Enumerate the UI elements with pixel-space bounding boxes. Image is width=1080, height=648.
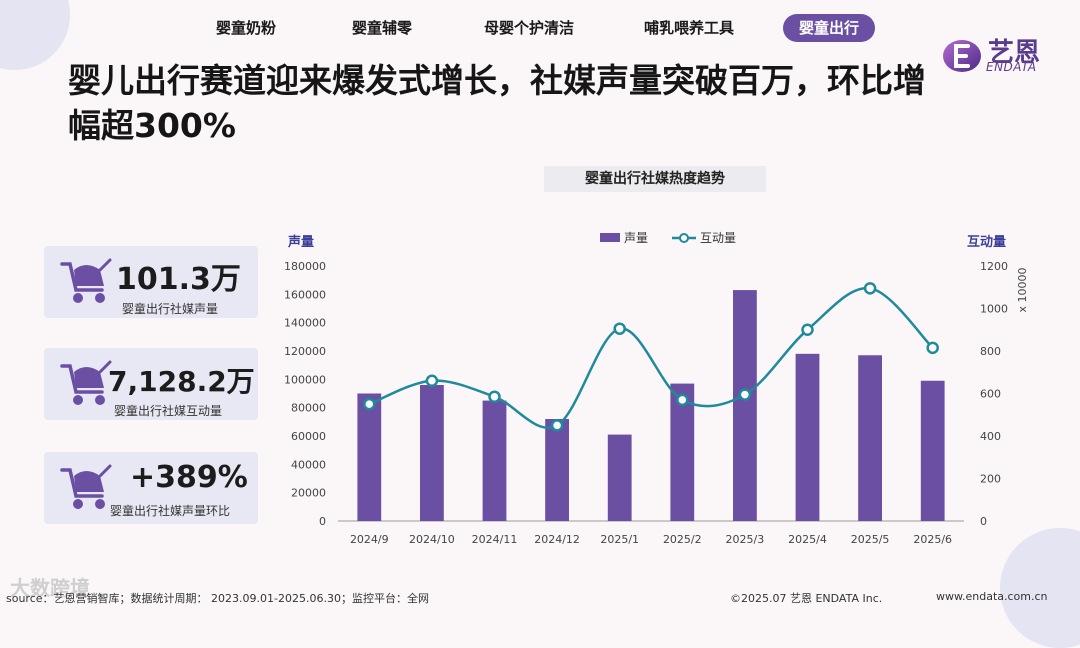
x-tick-label: 2025/3 <box>726 533 765 546</box>
decor-circle-top-left <box>0 0 70 70</box>
watermark: 大数跨境 <box>10 576 90 600</box>
y-tick-right: 400 <box>980 430 1001 443</box>
y-axis-right-title: 互动量 <box>967 235 1006 250</box>
y-tick-left: 120000 <box>284 345 326 358</box>
kpi-label: 婴童出行社媒声量环比 <box>110 504 231 518</box>
stroller-icon <box>60 464 112 509</box>
bar-volume <box>795 353 820 521</box>
y-tick-left: 0 <box>319 515 326 528</box>
y-tick-left: 20000 <box>291 487 326 500</box>
kpi-card-growth: +389% 婴童出行社媒声量环比 <box>44 452 258 524</box>
point-interaction <box>613 322 626 335</box>
y-tick-right: 600 <box>980 388 1001 401</box>
kpi-label: 婴童出行社媒互动量 <box>114 404 223 418</box>
kpi-value: +389% <box>130 460 248 495</box>
bar-volume <box>545 419 569 521</box>
bar-volume <box>733 290 757 521</box>
legend-swatch-interaction-dot <box>679 233 689 243</box>
point-interaction <box>801 323 814 336</box>
x-tick-label: 2024/12 <box>534 533 580 546</box>
tab-infant-snacks[interactable]: 婴童辅零 <box>352 19 413 37</box>
x-tick-label: 2025/5 <box>851 533 890 546</box>
point-interaction <box>738 388 752 401</box>
point-interaction <box>550 419 564 432</box>
bar-volume <box>482 400 507 521</box>
x-tick-label: 2025/4 <box>788 533 827 546</box>
y-tick-left: 180000 <box>284 260 326 273</box>
stroller-icon <box>60 360 112 405</box>
bar-volume <box>920 380 945 521</box>
y-tick-right: 0 <box>980 515 987 528</box>
category-tabs: 婴童奶粉 婴童辅零 母婴个护清洁 哺乳喂养工具 婴童出行 <box>200 14 900 42</box>
y-tick-right: 1200 <box>980 260 1008 273</box>
logo-cn: 艺恩 <box>988 38 1041 68</box>
point-interaction <box>488 390 501 403</box>
page-title: 婴儿出行赛道迎来爆发式增长，社媒声量突破百万，环比增幅超300% <box>68 61 926 145</box>
line-interaction <box>368 287 934 429</box>
endata-logo: 艺恩 ENDATA <box>940 32 1060 76</box>
y-tick-left: 40000 <box>291 458 326 471</box>
logo-en: ENDATA <box>986 60 1037 74</box>
tab-feeding-tools[interactable]: 哺乳喂养工具 <box>644 19 735 37</box>
social-trend-chart: 声量 互动量 x 10000 0 20000 40000 60000 80000 100000 1… <box>284 231 1029 546</box>
y-tick-right: 1000 <box>980 303 1008 316</box>
y-tick-left: 100000 <box>284 373 326 386</box>
x-tick-label: 2025/2 <box>663 533 702 546</box>
point-interaction <box>863 282 877 295</box>
footer-source: source：艺恩营销智库；数据统计周期： 2023.09.01-2025.06… <box>6 592 429 605</box>
kpi-card-interaction: 7,128.2万 婴童出行社媒互动量 <box>44 348 258 420</box>
y-tick-right: 800 <box>980 345 1001 358</box>
bar-volume <box>607 434 632 521</box>
footer-website: www.endata.com.cn <box>936 590 1048 603</box>
y-tick-right: 200 <box>980 473 1001 486</box>
y-axis-left-title: 声量 <box>287 234 314 250</box>
y-tick-left: 160000 <box>284 288 326 301</box>
bar-volume <box>670 383 695 521</box>
logo-mark-icon <box>943 40 981 72</box>
kpi-card-volume: 101.3万 婴童出行社媒声量 <box>44 246 258 318</box>
y-tick-left: 140000 <box>284 317 326 330</box>
y-tick-left: 60000 <box>291 430 326 443</box>
stroller-icon <box>60 258 112 303</box>
legend-swatch-volume <box>600 233 620 242</box>
point-interaction <box>926 341 939 355</box>
legend-label-volume: 声量 <box>624 231 648 245</box>
tab-infant-travel[interactable]: 婴童出行 <box>783 14 876 42</box>
kpi-label: 婴童出行社媒声量 <box>122 302 219 316</box>
x-tick-label: 2024/9 <box>350 533 389 546</box>
kpi-value: 101.3万 <box>116 262 241 297</box>
point-interaction <box>425 374 439 387</box>
bar-volume <box>420 385 444 521</box>
y-tick-left: 80000 <box>291 402 326 415</box>
point-interaction <box>363 397 376 411</box>
kpi-value: 7,128.2万 <box>108 365 255 398</box>
bar-volume <box>357 393 382 521</box>
chart-title: 婴童出行社媒热度趋势 <box>544 166 766 192</box>
x-tick-label: 2024/11 <box>472 533 518 546</box>
y-axis-right-unit: x 10000 <box>1016 267 1029 312</box>
legend-label-interaction: 互动量 <box>700 231 736 245</box>
x-tick-label: 2025/6 <box>913 533 952 546</box>
tab-maternal-care[interactable]: 母婴个护清洁 <box>484 19 575 37</box>
tab-infant-formula[interactable]: 婴童奶粉 <box>216 19 277 37</box>
x-tick-label: 2025/1 <box>600 533 639 546</box>
bar-volume <box>858 355 882 521</box>
x-tick-label: 2024/10 <box>409 533 455 546</box>
point-interaction <box>676 393 689 407</box>
footer-copyright: ©2025.07 艺恩 ENDATA Inc. <box>730 592 883 605</box>
